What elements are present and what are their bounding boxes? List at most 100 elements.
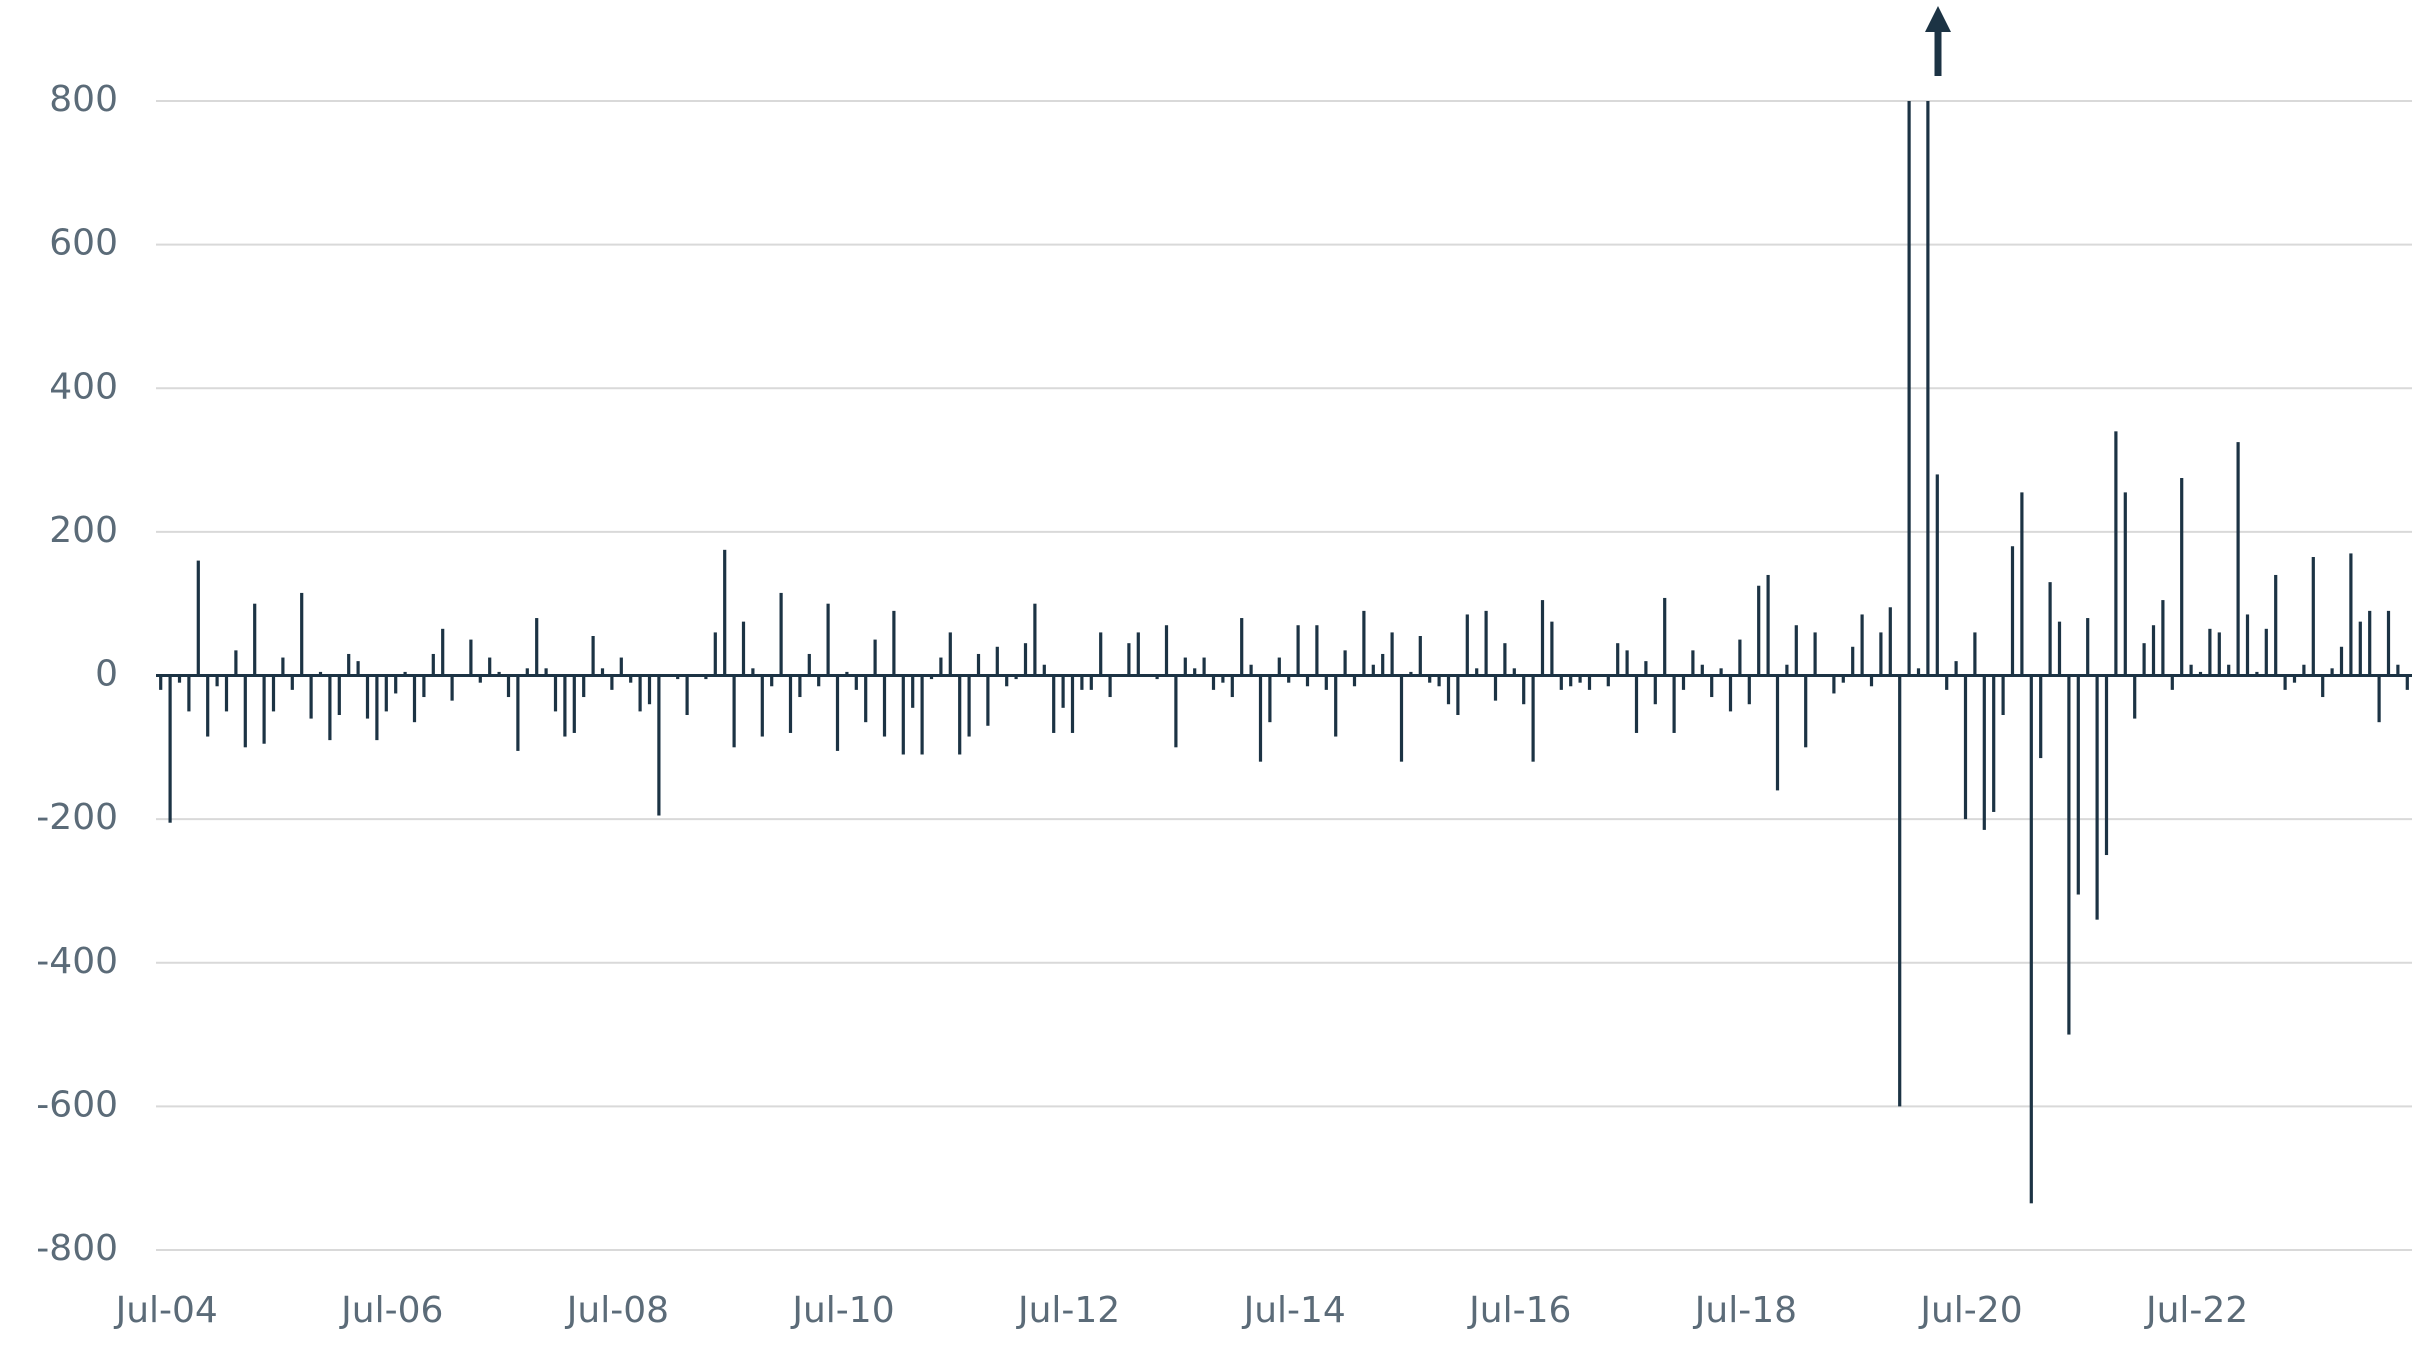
bar: [328, 675, 332, 741]
bar: [347, 653, 351, 676]
bar: [572, 675, 576, 733]
bar: [563, 675, 567, 737]
bar: [1540, 600, 1545, 676]
bar: [1578, 675, 1582, 683]
bar: [2114, 431, 2118, 676]
bar: [2386, 610, 2391, 676]
bar: [2180, 478, 2184, 676]
bar: [1465, 614, 1469, 676]
bar: [2048, 582, 2052, 676]
bar: [2236, 442, 2240, 676]
bar: [1493, 675, 1498, 701]
bar: [1456, 675, 1460, 715]
bar: [1418, 636, 1422, 676]
x-tick-label: Jul-10: [790, 1290, 894, 1331]
bar: [600, 668, 605, 676]
bar: [2274, 574, 2278, 676]
bar: [1042, 664, 1046, 676]
bar: [196, 560, 200, 676]
bar: [1879, 632, 1883, 676]
bar: [1804, 675, 1808, 748]
bar: [1381, 653, 1385, 676]
bar: [1719, 668, 1723, 676]
bar: [2321, 675, 2325, 698]
bar: [1559, 675, 1563, 690]
bar: [1023, 643, 1028, 676]
bar: [2339, 646, 2344, 676]
bar: [2245, 614, 2250, 676]
bar: [2377, 675, 2381, 723]
bar: [478, 675, 482, 683]
bar: [1080, 675, 1084, 690]
bar: [1691, 650, 1695, 676]
bar: [2067, 675, 2071, 1035]
arrow-head: [1925, 6, 1951, 32]
x-tick-label: Jul-08: [565, 1290, 669, 1331]
bar: [1249, 664, 1253, 676]
bar: [1728, 675, 1733, 712]
bar: [215, 675, 219, 687]
x-tick-label: Jul-18: [1693, 1290, 1797, 1331]
bar: [441, 628, 445, 676]
bar: [2255, 671, 2259, 676]
bar: [1202, 657, 1206, 676]
bar: [1240, 618, 1244, 676]
bar: [2227, 664, 2231, 676]
bar: [1935, 474, 1939, 676]
bar: [1033, 603, 1037, 676]
bar: [986, 675, 990, 726]
bar: [1738, 639, 1742, 676]
bar: [1569, 675, 1573, 687]
bar: [253, 603, 257, 676]
bar: [1907, 101, 1911, 676]
bar: [2133, 675, 2137, 719]
bar: [2349, 553, 2353, 676]
bar: [2198, 671, 2203, 676]
bar: [2311, 557, 2315, 676]
bar: [1362, 610, 1366, 676]
bar: [1183, 657, 1187, 676]
bar: [1644, 661, 1648, 676]
bar: [422, 675, 426, 698]
bar: [2057, 621, 2062, 676]
bar: [2123, 492, 2127, 676]
bar: [1945, 675, 1949, 690]
bar: [2104, 675, 2109, 856]
bar: [271, 675, 276, 712]
bar: [1089, 675, 1093, 690]
bar: [2283, 675, 2287, 690]
bar: [1193, 668, 1197, 676]
bar: [318, 671, 323, 676]
bar: [1005, 675, 1009, 687]
y-tick-label: -200: [36, 797, 118, 838]
bar: [1522, 675, 1526, 705]
bar: [450, 675, 454, 701]
bar: [610, 675, 614, 690]
bar: [657, 675, 661, 816]
bar: [1052, 675, 1056, 733]
y-tick-label: 800: [49, 79, 118, 120]
bar: [2020, 492, 2024, 676]
y-tick-label: -600: [36, 1084, 118, 1125]
bar: [488, 657, 492, 676]
bar: [1221, 675, 1225, 683]
bar: [159, 675, 163, 690]
bar: [1616, 643, 1620, 676]
bar: [864, 675, 868, 723]
bar: [2086, 618, 2090, 676]
bar: [647, 675, 652, 705]
bar: [911, 675, 915, 708]
bar: [1634, 675, 1639, 733]
bar: [300, 592, 304, 676]
bar: [1982, 675, 1986, 830]
bar: [290, 675, 294, 690]
bar: [939, 657, 943, 676]
bar: [1315, 625, 1319, 676]
bar: [1710, 675, 1714, 698]
bar: [2208, 628, 2212, 676]
bar: [1334, 675, 1338, 737]
x-tick-label: Jul-14: [1242, 1290, 1346, 1331]
y-tick-label: 400: [49, 366, 118, 407]
bar: [1531, 675, 1535, 762]
bar: [1230, 675, 1234, 698]
